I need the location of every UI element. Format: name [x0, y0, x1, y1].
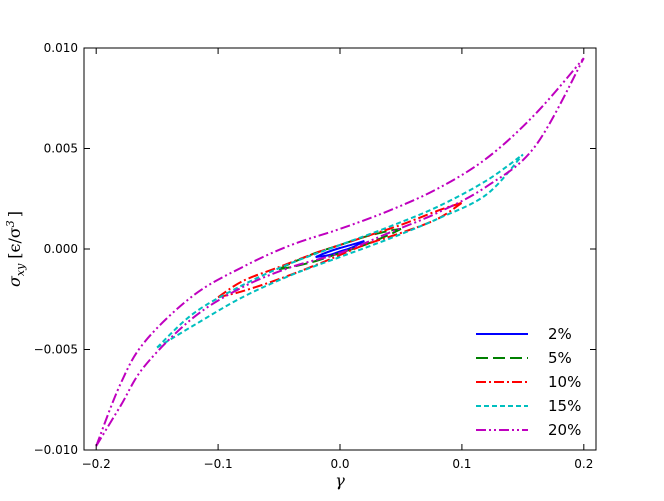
x-tick-label: −0.2	[82, 457, 111, 471]
series-line-4-lower	[156, 153, 524, 349]
x-tick-label: 0.2	[574, 457, 593, 471]
legend-label: 15%	[548, 397, 581, 415]
x-axis-label: γ	[335, 471, 345, 490]
y-axis-label: σxy [ϵ/σ3]	[4, 211, 27, 287]
y-tick-label: −0.005	[34, 343, 78, 357]
series-line-3-lower	[217, 201, 463, 299]
series-line-1-upper	[315, 240, 365, 258]
y-tick-label: 0.005	[44, 142, 78, 156]
legend-label: 2%	[548, 325, 572, 343]
y-tick-label: 0.000	[44, 242, 78, 256]
legend: 2% 5% 10% 15% 20%	[476, 325, 581, 439]
series-layer	[95, 57, 585, 447]
y-axis-label-unit: [ϵ/σ	[5, 227, 24, 259]
legend-label: 5%	[548, 349, 572, 367]
legend-label: 10%	[548, 373, 581, 391]
y-axis-label-close: ]	[5, 211, 24, 217]
y-axis-label-symbol: σ	[5, 275, 24, 287]
y-tick-label: 0.010	[44, 41, 78, 55]
y-tick-label: −0.010	[34, 443, 78, 457]
series-line-1-lower	[315, 240, 365, 258]
x-tick-label: 0.0	[330, 457, 349, 471]
series-line-5-upper	[95, 57, 585, 447]
x-tick-label: 0.1	[452, 457, 471, 471]
y-axis-label-sup: 3	[4, 220, 17, 227]
series-line-4-upper	[156, 153, 524, 349]
series-line-5-lower	[95, 57, 585, 447]
x-tick-label: −0.1	[204, 457, 233, 471]
ticks-layer: −0.2 −0.1 0.0 0.1 0.2 −0.010 −0.005 0.000 0.005 0…	[34, 41, 596, 471]
y-axis-label-sub: xy	[14, 263, 27, 276]
legend-label: 20%	[548, 421, 581, 439]
series-line-3-upper	[217, 201, 463, 299]
